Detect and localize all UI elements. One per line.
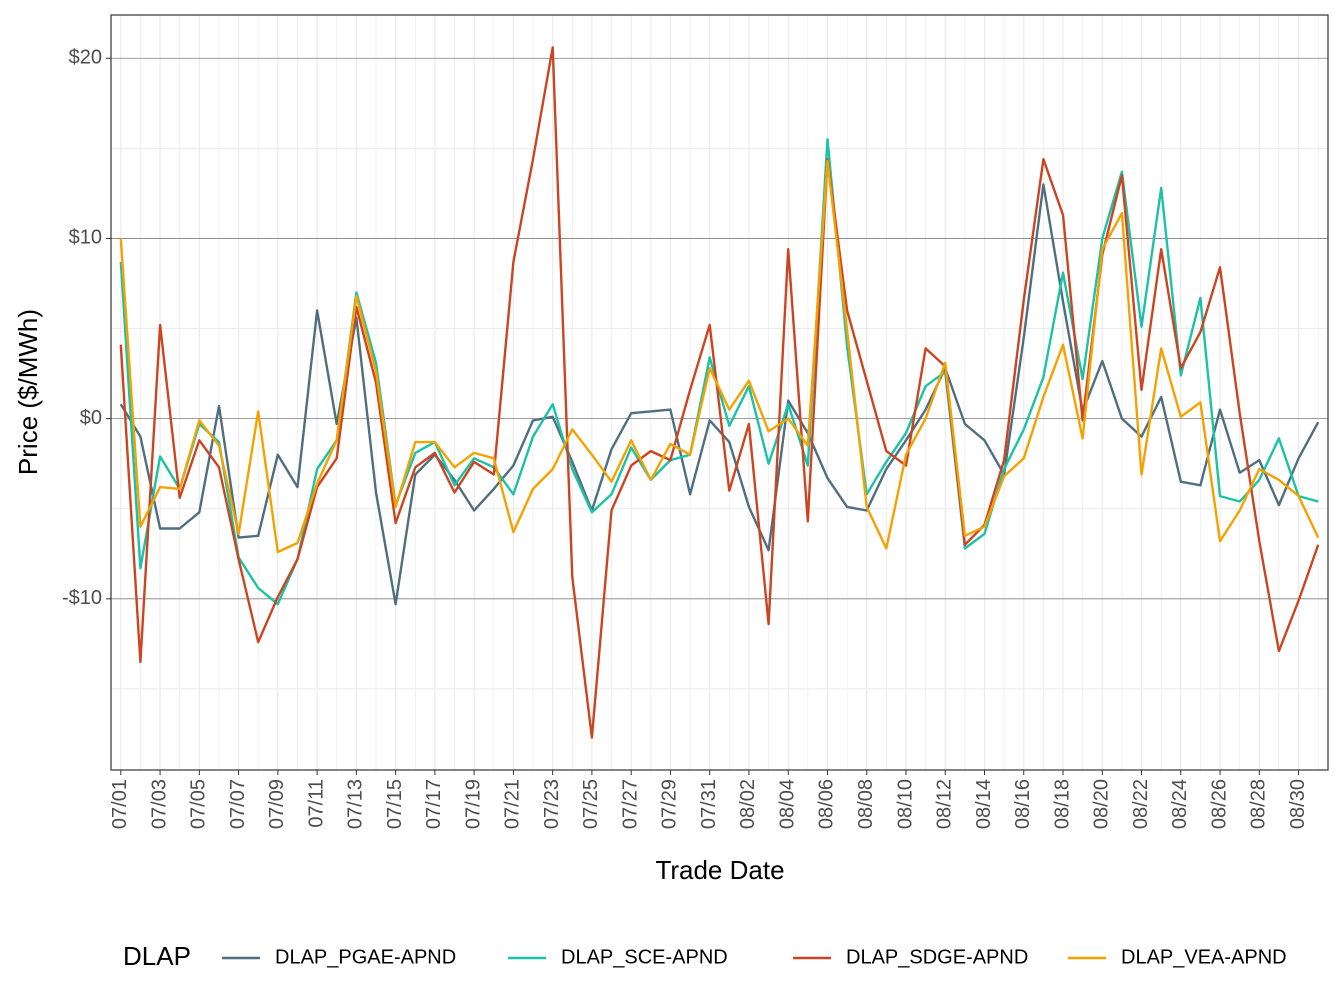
y-tick-label: $0	[80, 407, 102, 429]
x-tick-label: 07/15	[384, 779, 406, 829]
x-tick-label: 07/13	[345, 779, 367, 829]
x-tick-label: 08/16	[1012, 779, 1034, 829]
lines	[119, 46, 1320, 739]
x-tick-label: 08/26	[1208, 779, 1230, 829]
x-axis-title: Trade Date	[655, 855, 784, 885]
y-axis-title: Price ($/MWh)	[13, 309, 43, 475]
x-tick-label: 07/31	[698, 779, 720, 829]
x-tick-label: 07/05	[188, 779, 210, 829]
x-tick-label: 08/06	[816, 779, 838, 829]
x-tick-label: 08/02	[737, 779, 759, 829]
x-tick-label: 07/25	[580, 779, 602, 829]
x-tick-label: 07/17	[423, 779, 445, 829]
x-tick-label: 07/11	[305, 779, 327, 828]
x-tick-label: 08/20	[1091, 779, 1113, 829]
legend-label: DLAP_VEA-APND	[1121, 946, 1287, 968]
x-tick-label: 07/29	[659, 779, 681, 829]
x-tick-label: 08/22	[1130, 779, 1152, 829]
grid	[111, 15, 1328, 770]
x-tick-label: 08/30	[1287, 779, 1309, 829]
legend-label: DLAP_PGAE-APND	[275, 946, 456, 968]
legend-label: DLAP_SCE-APND	[561, 946, 728, 968]
legend-label: DLAP_SDGE-APND	[846, 946, 1028, 968]
x-tick-label: 07/27	[619, 779, 641, 829]
x-tick-label: 07/03	[148, 779, 170, 829]
x-tick-label: 07/23	[541, 779, 563, 829]
panel-border	[110, 14, 1329, 771]
x-tick-label: 07/07	[227, 779, 249, 829]
x-tick-label: 07/01	[109, 779, 131, 829]
x-tick-label: 08/04	[776, 779, 798, 829]
x-tick-label: 07/19	[462, 779, 484, 829]
x-tick-label: 08/12	[934, 779, 956, 829]
x-tick-label: 08/28	[1248, 779, 1270, 829]
x-tick-label: 07/09	[266, 779, 288, 829]
series-line	[119, 46, 1320, 739]
x-tick-label: 08/18	[1051, 779, 1073, 829]
x-tick-label: 07/21	[502, 779, 524, 829]
series-line	[119, 183, 1320, 606]
x-tick-label: 08/14	[973, 779, 995, 829]
x-tick-label: 08/24	[1169, 779, 1191, 829]
x-tick-label: 08/10	[894, 779, 916, 829]
y-tick-label: $10	[69, 227, 102, 249]
y-tick-label: $20	[69, 47, 102, 69]
legend-title: DLAP	[123, 941, 191, 971]
y-tick-label: -$10	[62, 587, 102, 609]
x-tick-label: 08/08	[855, 779, 877, 829]
series-line	[119, 159, 1320, 554]
